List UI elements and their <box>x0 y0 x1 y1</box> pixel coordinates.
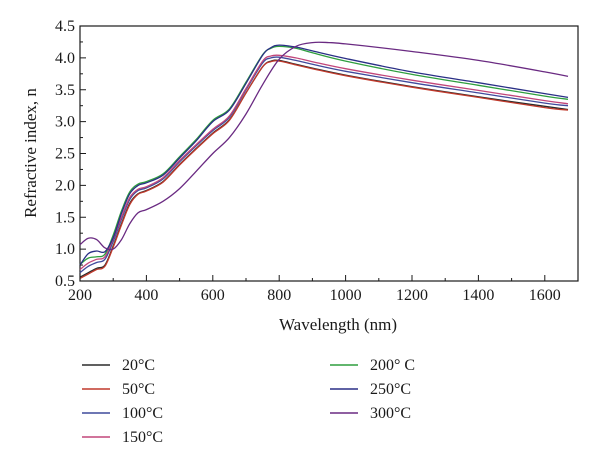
legend-label: 300°C <box>370 405 411 422</box>
x-tick-label: 1600 <box>529 287 561 304</box>
legend-label: 50°C <box>122 381 155 398</box>
x-tick-label: 200 <box>68 287 92 304</box>
y-tick-label: 2.5 <box>55 146 75 163</box>
y-tick-label: 1.0 <box>55 241 75 258</box>
x-tick-label: 600 <box>201 287 225 304</box>
series-line-7 <box>79 41 569 251</box>
legend-label: 150°C <box>122 429 163 446</box>
series-line-4 <box>79 54 569 271</box>
series-line-5 <box>79 45 569 265</box>
x-tick-label: 1200 <box>396 287 428 304</box>
x-tick-label: 1400 <box>462 287 494 304</box>
y-tick-label: 0.5 <box>55 273 75 290</box>
x-axis-label: Wavelength (nm) <box>279 315 397 334</box>
x-tick-label: 400 <box>134 287 158 304</box>
legend-label: 100°C <box>122 405 163 422</box>
y-tick-label: 4.5 <box>55 18 75 35</box>
x-tick-label: 800 <box>267 287 291 304</box>
x-tick-label: 1000 <box>330 287 362 304</box>
series-line-2 <box>79 60 569 279</box>
y-tick-label: 1.5 <box>55 209 75 226</box>
y-axis-label: Refractive index, n <box>21 88 40 218</box>
legend: 20°C 50°C 100°C 150°C 200° C 250°C 300°C <box>82 357 415 446</box>
y-axis-ticks: 0.5 1.0 1.5 2.0 2.5 3.0 3.5 4.0 4.5 <box>55 18 86 290</box>
y-tick-label: 4.0 <box>55 50 75 67</box>
series-line-6 <box>79 44 569 266</box>
x-axis-ticks: 200 400 600 800 1000 1200 1400 1600 <box>68 275 579 304</box>
legend-label: 200° C <box>370 357 415 374</box>
y-tick-label: 3.5 <box>55 82 75 99</box>
series-line-3 <box>79 56 569 274</box>
y-tick-label: 3.0 <box>55 114 75 131</box>
y-tick-label: 2.0 <box>55 177 75 194</box>
legend-label: 250°C <box>370 381 411 398</box>
legend-label: 20°C <box>122 357 155 374</box>
series-layer <box>79 41 569 279</box>
